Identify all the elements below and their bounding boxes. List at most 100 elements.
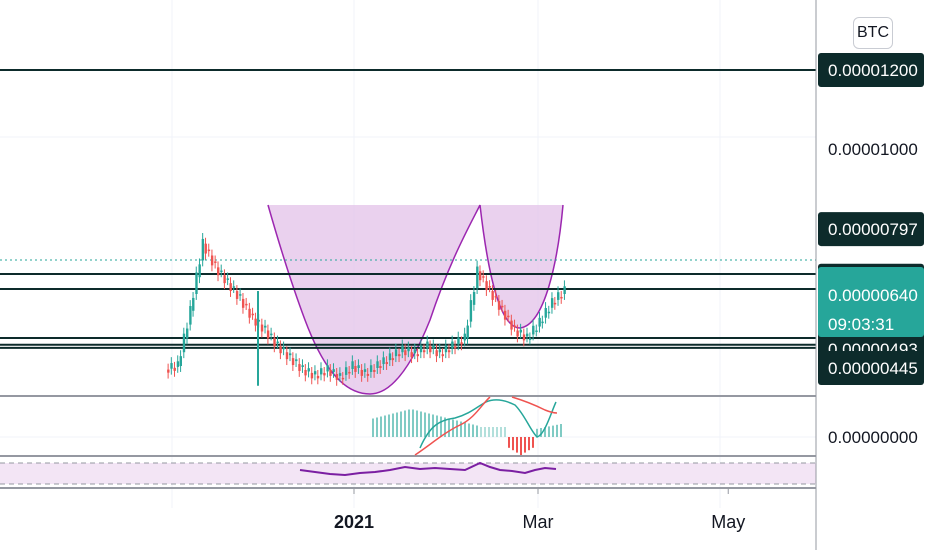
candle-body [376,361,379,368]
candle-body [335,373,339,380]
candle-body [332,369,335,372]
candle-body [373,369,376,372]
price-axis[interactable]: 0.000012000.000007970.000006660.00000493… [818,53,924,447]
candle-body [276,341,279,344]
candle-body [557,292,560,300]
level-tag-0[interactable]: 0.00001200 [818,53,924,87]
candle-body [469,300,473,322]
macd-bar [392,413,394,437]
handle-curve [479,204,564,329]
macd-pane[interactable] [372,396,562,456]
macd-bar [500,427,502,437]
candle-body [357,365,360,368]
candle-body [538,317,541,327]
macd-bar [444,417,446,437]
candle-body [192,297,195,311]
macd-bar [460,421,462,437]
price-tick-label: 0.00001000 [828,140,918,159]
candle-body [245,303,248,306]
candle-body [241,298,245,308]
macd-bar [504,427,506,437]
candle-body [379,366,382,368]
candle-body [285,352,289,360]
candle-body [553,302,557,305]
macd-bar [556,424,558,437]
candle-body [482,276,485,278]
candle-body [313,371,317,375]
macd-bar [512,437,514,451]
macd-bar [484,427,486,437]
candle-body [344,367,348,375]
currency-badge[interactable]: BTC [853,17,893,49]
candle-body [454,346,457,349]
macd-bar [416,410,418,437]
candle-body [413,349,417,354]
candle-body [195,272,198,294]
candle-body [460,342,463,345]
macd-bar [488,427,490,437]
candle-body [423,350,426,353]
candle-body [291,358,295,366]
macd-bar [436,415,438,437]
rsi-pane[interactable] [0,461,816,485]
macd-bar [548,426,550,437]
candle-body [522,334,526,341]
signal-line [414,396,558,456]
macd-bar [524,437,526,453]
candle-body [516,330,519,337]
candle-body [270,333,273,336]
candle-body [419,345,423,353]
candle-body [426,341,429,349]
candle-body [173,367,176,371]
candle-body [185,328,189,339]
candle-body [391,358,395,361]
candle-body [329,369,332,376]
macd-bar [412,409,414,437]
level-tag-4[interactable]: 0.00000445 [818,351,924,385]
candle-body [176,361,180,367]
candle-body [444,345,448,353]
macd-bar [480,427,482,437]
macd-bar [424,412,426,437]
candle-body [217,267,220,276]
candle-body [232,286,236,288]
candle-body [398,354,401,357]
current-price-tag[interactable]: 0.00000640 09:03:31 [818,267,924,338]
candle-body [210,255,214,266]
candle-body [526,333,529,337]
candle-body [388,353,392,361]
candle-body [273,338,276,347]
candle-body [563,286,566,294]
candle-body [214,261,217,263]
candle-body [338,373,342,376]
candle-body [323,372,326,376]
candle-body [229,283,232,292]
candle-body [544,308,547,318]
time-axis[interactable]: 2021 Mar May [334,488,745,532]
cup-handle-pattern[interactable] [267,204,564,395]
macd-bar [516,437,518,453]
macd-bar [508,437,510,448]
countdown-label: 09:03:31 [828,315,894,334]
candle-body [366,373,370,376]
candle-body [497,300,501,310]
macd-bar [396,412,398,437]
macd-bar [492,427,494,437]
candle-body [167,369,170,373]
candle-body [491,291,494,300]
level-tag-label: 0.00000445 [828,359,918,378]
macd-bar [420,411,422,437]
candle-body [288,353,292,356]
candle-body [307,368,310,372]
candle-body [382,357,385,365]
level-tag-1[interactable]: 0.00000797 [818,212,924,247]
candle-body [248,308,251,318]
level-tag-label: 0.00000797 [828,220,918,239]
macd-bar [428,413,430,437]
macd-bar [560,424,562,437]
candle-body [528,338,532,340]
macd-bar [372,418,374,437]
candles[interactable] [167,233,566,386]
candle-body [369,365,373,372]
